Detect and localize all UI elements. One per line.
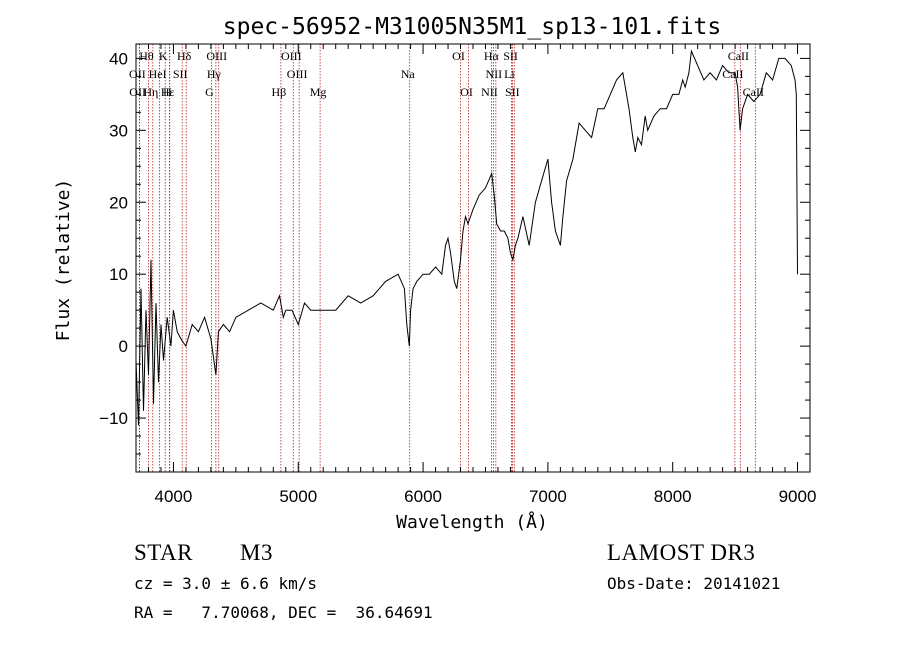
line-label-26: NII xyxy=(481,85,498,99)
y-tick-label: 20 xyxy=(109,193,128,212)
y-tick-label: 10 xyxy=(109,265,128,284)
y-tick-label: 40 xyxy=(109,49,128,68)
line-label-22: G xyxy=(205,85,214,99)
x-tick-label: 7000 xyxy=(529,487,567,506)
line-label-12: Hγ xyxy=(207,67,222,81)
line-label-0: Hθ xyxy=(139,49,154,63)
y-axis-label: Flux (relative) xyxy=(53,179,74,342)
x-axis-ticks: 4000 5000 6000 7000 8000 9000 xyxy=(135,44,817,506)
line-label-15: NII xyxy=(486,67,503,81)
line-label-19: Hε xyxy=(161,85,175,99)
object-subclass: M3 xyxy=(240,540,273,565)
line-label-23: Hβ xyxy=(272,85,287,99)
line-label-18: OII xyxy=(129,85,146,99)
line-label-10: HeI xyxy=(149,67,167,81)
y-tick-label: 30 xyxy=(109,121,128,140)
line-label-13: OIII xyxy=(287,67,308,81)
obs-date-text: Obs-Date: 20141021 xyxy=(607,574,781,593)
survey-name: LAMOST DR3 xyxy=(607,540,756,565)
line-label-3: OIII xyxy=(206,49,227,63)
line-label-16: Li xyxy=(504,67,515,81)
line-label-27: SII xyxy=(505,85,520,99)
line-label-9: OII xyxy=(129,67,146,81)
line-label-14: Na xyxy=(401,67,416,81)
x-tick-label: 4000 xyxy=(155,487,193,506)
line-label-25: OI xyxy=(460,85,473,99)
line-label-21: H xyxy=(163,85,172,99)
line-label-20: Hη xyxy=(143,85,158,99)
x-axis-label: Wavelength (Å) xyxy=(396,511,548,533)
line-label-2: Hδ xyxy=(177,49,192,63)
x-tick-label: 5000 xyxy=(279,487,317,506)
chart-title: spec-56952-M31005N35M1_sp13-101.fits xyxy=(223,14,722,40)
x-tick-label: 8000 xyxy=(654,487,692,506)
line-label-7: SII xyxy=(503,49,518,63)
line-label-8: CaII xyxy=(728,49,749,63)
line-label-1: K xyxy=(159,49,168,63)
line-label-4: OIII xyxy=(281,49,302,63)
x-tick-label: 6000 xyxy=(404,487,442,506)
line-label-11: SII xyxy=(173,67,188,81)
line-label-6: Hα xyxy=(484,49,500,63)
plot-frame xyxy=(135,43,811,473)
y-axis-ticks: −10 0 10 20 30 40 xyxy=(99,49,810,455)
x-tick-label: 9000 xyxy=(779,487,817,506)
y-tick-label: 0 xyxy=(119,337,128,356)
line-label-24: Mg xyxy=(310,85,327,99)
coordinates-text: RA = 7.70068, DEC = 36.64691 xyxy=(134,603,433,622)
redshift-text: cz = 3.0 ± 6.6 km/s xyxy=(134,574,318,593)
spectrum-series-line xyxy=(135,49,798,426)
object-class: STAR xyxy=(134,540,193,565)
line-label-5: OI xyxy=(452,49,465,63)
y-tick-label: −10 xyxy=(99,409,128,428)
